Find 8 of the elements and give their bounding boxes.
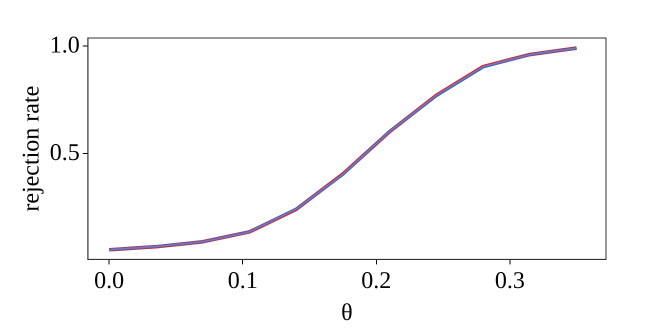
x-tick-label: 0.3 bbox=[494, 268, 525, 294]
x-tick-label: 0.2 bbox=[361, 268, 392, 294]
x-axis-title: θ bbox=[341, 300, 353, 326]
x-tick-label: 0.0 bbox=[94, 268, 124, 294]
y-axis-title: rejection rate bbox=[18, 86, 45, 212]
x-tick-label: 0.1 bbox=[228, 268, 258, 294]
y-tick-label: 1.0 bbox=[50, 32, 80, 58]
y-tick-label: 0.5 bbox=[50, 140, 80, 166]
